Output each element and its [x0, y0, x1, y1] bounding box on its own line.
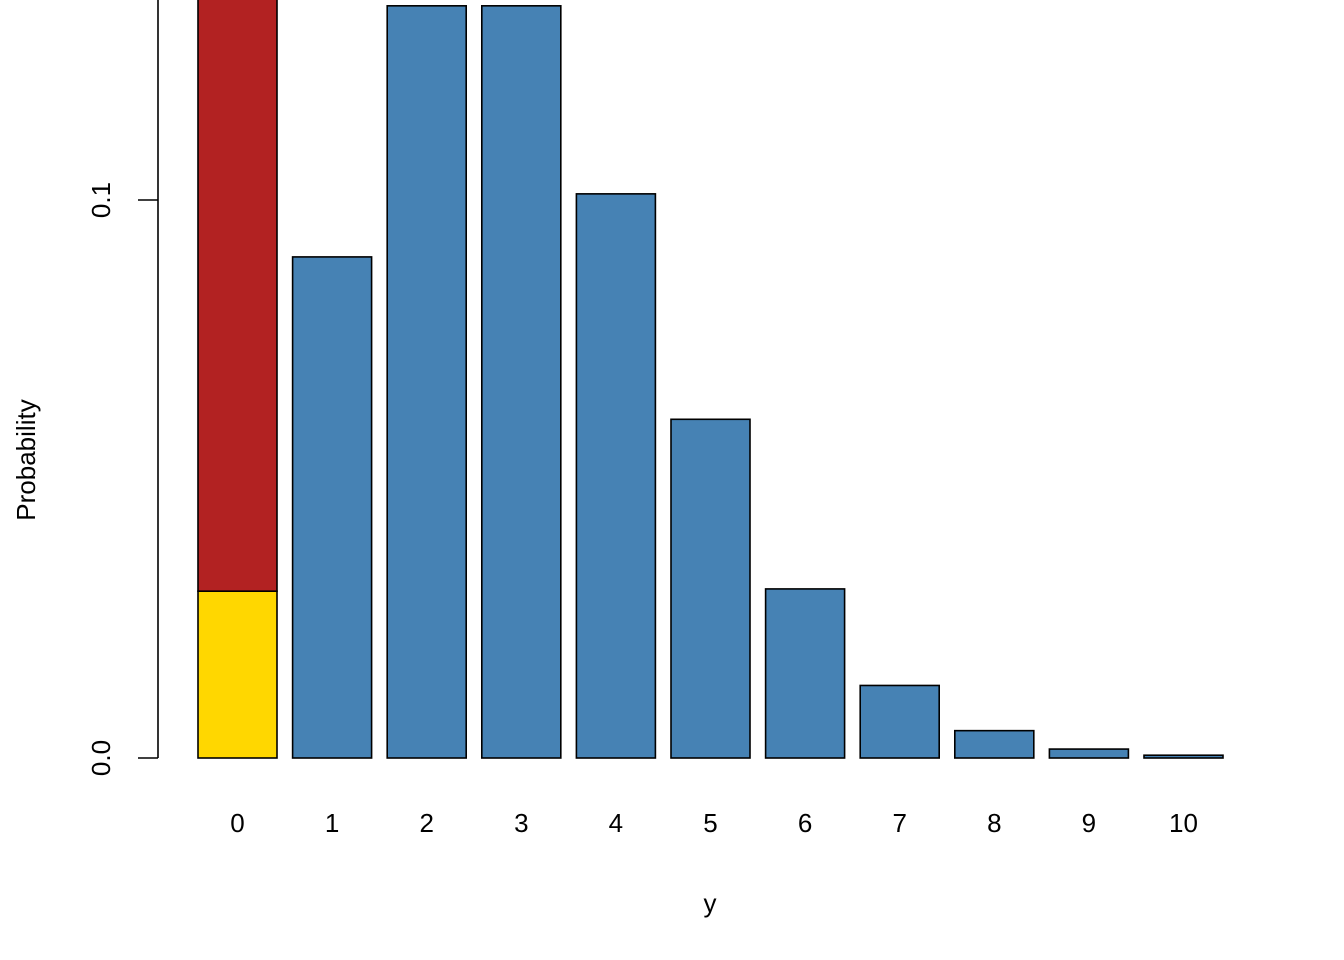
- x-tick-labels: 0 1 2 3 4 5 6 7 8 9 10: [230, 808, 1198, 838]
- x-tick-label: 7: [892, 808, 906, 838]
- bars-group: [197, 0, 1224, 759]
- x-axis-title: y: [704, 888, 717, 918]
- y-tick-label: 0.1: [86, 182, 116, 218]
- x-tick-label: 4: [609, 808, 623, 838]
- x-tick-label: 2: [419, 808, 433, 838]
- x-tick-label: 8: [987, 808, 1001, 838]
- y-tick-label: 0.0: [86, 740, 116, 776]
- bar-2-series-0: [386, 5, 468, 759]
- x-tick-label: 9: [1082, 808, 1096, 838]
- x-tick-label: 6: [798, 808, 812, 838]
- bar-0-series-2: [197, 0, 278, 592]
- bar-3-series-0: [480, 5, 562, 759]
- bar-0-series-1: [197, 590, 278, 759]
- y-axis-title: Probability: [11, 399, 41, 520]
- bar-9-series-0: [1048, 748, 1130, 759]
- bar-6-series-0: [764, 588, 846, 759]
- x-tick-label: 5: [703, 808, 717, 838]
- x-tick-label: 0: [230, 808, 244, 838]
- bar-10-series-0: [1143, 754, 1224, 759]
- bar-8-series-0: [953, 729, 1035, 759]
- bar-7-series-0: [859, 684, 941, 759]
- x-tick-label: 10: [1169, 808, 1198, 838]
- bar-5-series-0: [670, 418, 751, 759]
- x-tick-label: 3: [514, 808, 528, 838]
- bar-4-series-0: [575, 193, 657, 759]
- bar-1-series-0: [291, 256, 373, 759]
- y-axis: 0.00.10.20.30.4: [86, 0, 159, 776]
- x-tick-label: 1: [325, 808, 339, 838]
